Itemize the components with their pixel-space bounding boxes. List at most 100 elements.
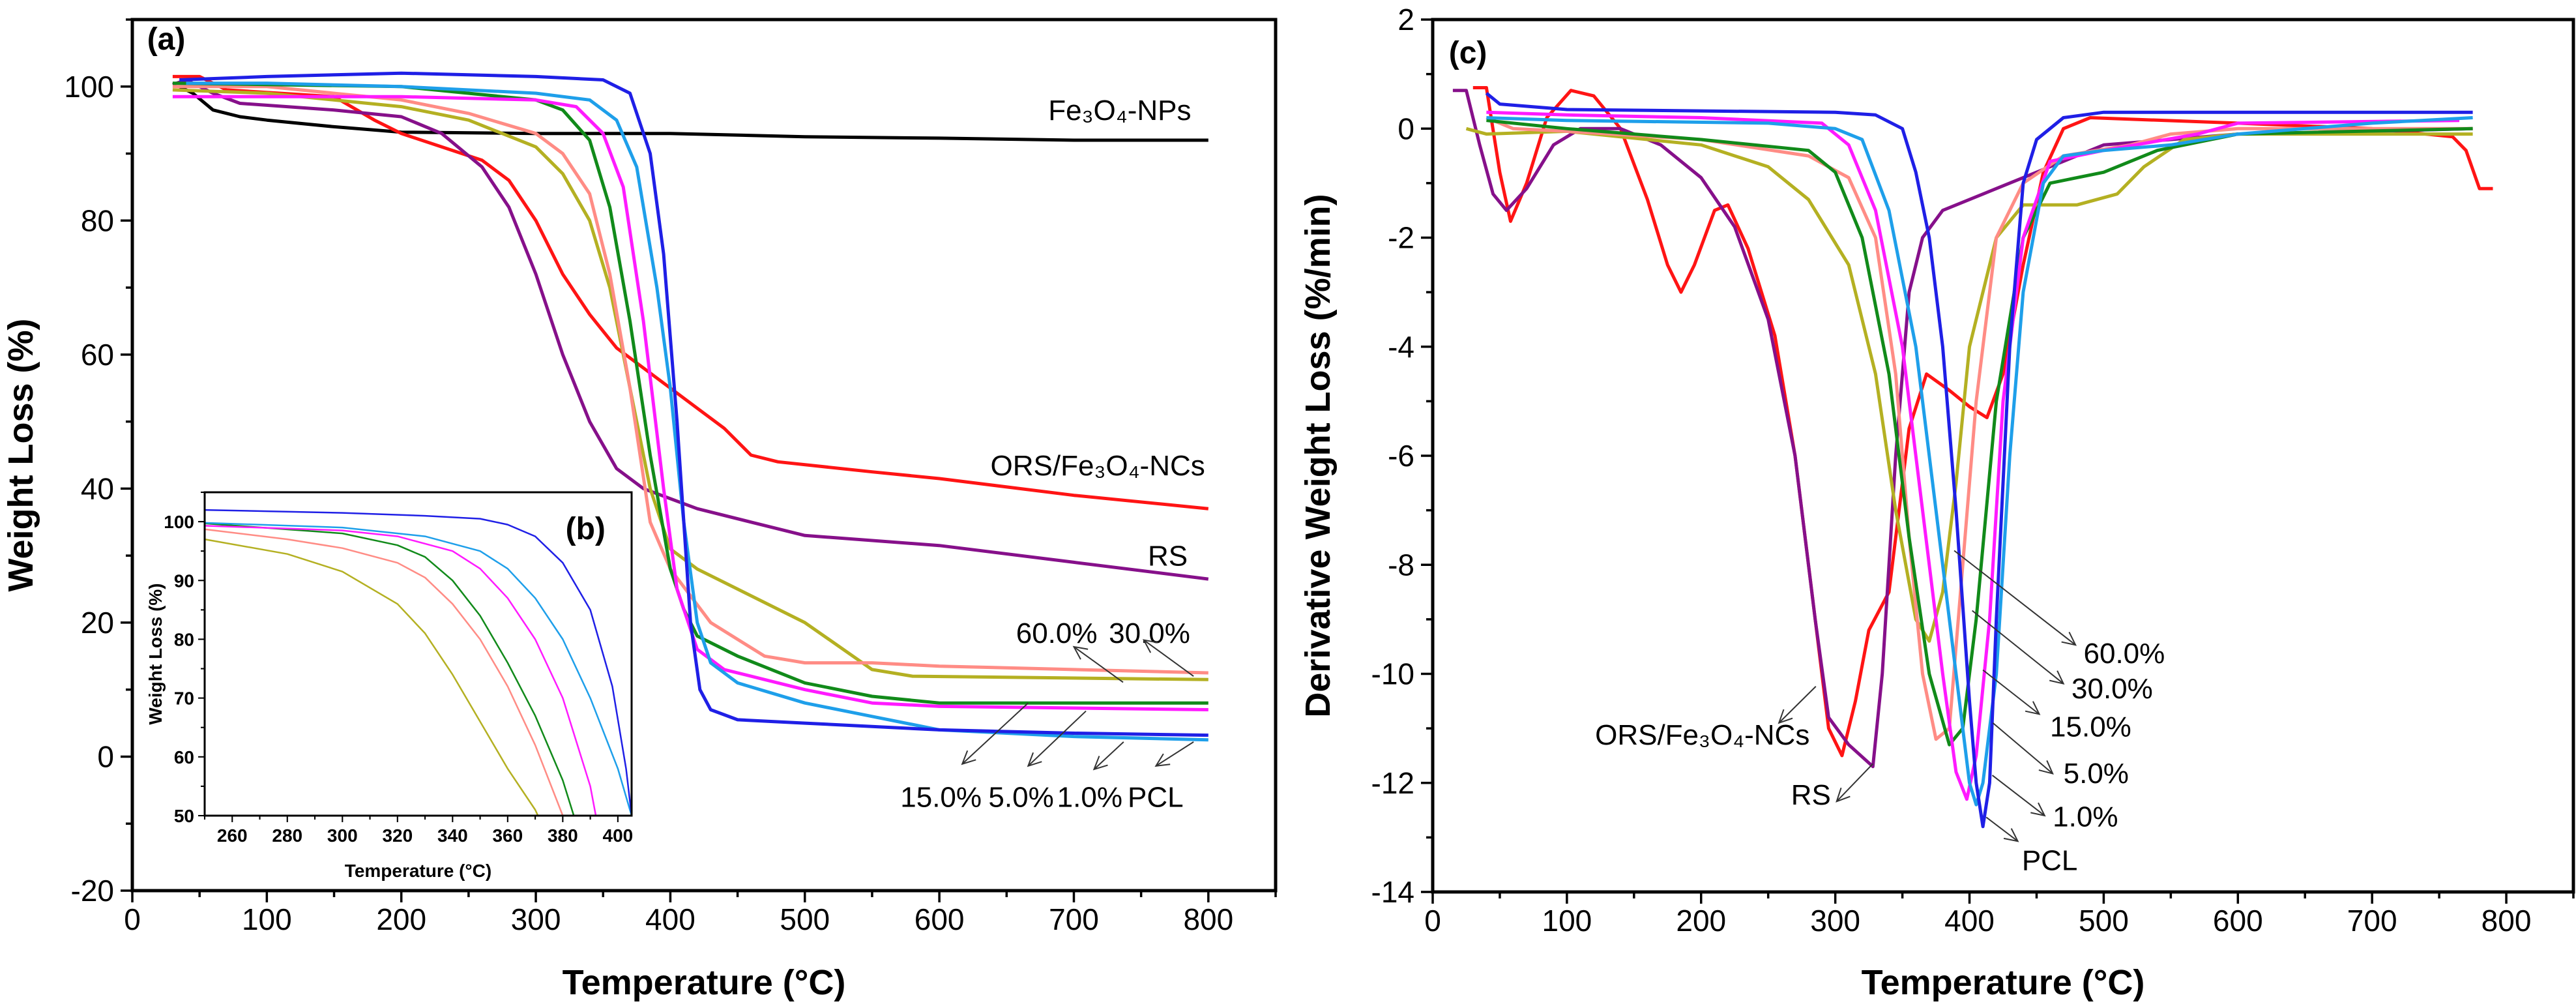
panel-a-tga-chart: 0 100 200 300 400 500 600 700 800 -20 0 20 40 60 80 100…: [1, 18, 1278, 1002]
y-tick-label: 100: [164, 512, 194, 532]
x-tick-label: 200: [376, 902, 426, 936]
x-tick-label: 380: [548, 825, 578, 846]
x-tick-label: 700: [1049, 902, 1099, 936]
annotation-label: 15.0%: [2050, 711, 2131, 743]
arrowhead: [1778, 709, 1793, 724]
arrowhead: [2049, 670, 2065, 685]
x-tick-label: 400: [603, 825, 634, 846]
y-tick-label: 70: [174, 689, 194, 709]
annotation-label: RS: [1148, 541, 1188, 572]
y-axis-title: Weight Loss (%): [145, 583, 166, 724]
annotation-label: ORS/Fe₃O₄-NCs: [1595, 719, 1809, 751]
series-line-300: [1486, 116, 2473, 741]
x-tick-label: 800: [1183, 902, 1233, 936]
annotation-label: 1.0%: [2053, 801, 2118, 833]
arrowhead: [2030, 802, 2046, 817]
x-tick-label: 300: [511, 902, 561, 936]
annotation-arrow: [1027, 710, 1087, 767]
series-line-10: [204, 522, 633, 816]
y-tick-label: 90: [174, 571, 194, 591]
series-line-10: [186, 82, 1208, 742]
annotation-label: 60.0%: [1016, 617, 1098, 649]
annotation-arrow: [1155, 741, 1194, 767]
annotation-label: 5.0%: [2064, 758, 2129, 790]
x-tick-label: 800: [2481, 904, 2532, 938]
annotation-arrow: [1985, 816, 2019, 842]
annotation-arrow: [1972, 610, 2064, 685]
series-line-150: [1486, 119, 2473, 747]
x-tick-label: 360: [492, 825, 523, 846]
annotation-label: 5.0%: [988, 782, 1053, 814]
panel-c-dtg-chart: 0 100 200 300 400 500 600 700 800 -14 -12 -10 -8 -6 -4…: [1298, 3, 2575, 1002]
arrowhead: [1154, 753, 1171, 767]
series-line-150: [172, 82, 1208, 705]
panel-b-inset-chart: 260 280 300 320 340 360 380 400 50 60 70 80 90 100 Tem…: [145, 491, 634, 881]
annotation-arrow: [1836, 763, 1874, 802]
annotation-label: 30.0%: [2071, 673, 2153, 705]
x-tick-label: 0: [1424, 904, 1441, 938]
x-tick-label: 0: [124, 902, 141, 936]
annotation-arrow: [1991, 775, 2045, 816]
x-tick-label: 340: [437, 825, 468, 846]
x-tick-label: 300: [1810, 904, 1860, 938]
series-line-300: [204, 528, 564, 816]
y-axis-title: Weight Loss (%): [1, 318, 40, 591]
series-line-PCL: [1485, 91, 2473, 829]
series-line-RS: [172, 78, 1209, 581]
series-line-600: [204, 538, 539, 816]
plot-frame: [130, 18, 1278, 893]
arrowhead: [961, 750, 976, 765]
arrowhead: [1072, 645, 1089, 660]
panel-label-c: (c): [1449, 36, 1487, 70]
y-tick-label: 80: [81, 203, 114, 237]
x-tick-label: 500: [780, 902, 830, 936]
x-tick-label: 700: [2347, 904, 2397, 938]
x-tick-label: 260: [217, 825, 248, 846]
arrowhead: [1092, 756, 1108, 771]
plot-frame: [203, 491, 633, 817]
series-line-600: [1465, 126, 2473, 643]
x-tick-label: 600: [2213, 904, 2263, 938]
x-tick-label: 300: [327, 825, 358, 846]
annotation-label: ORS/Fe₃O₄-NCs: [991, 450, 1205, 482]
inset-background: [205, 492, 632, 816]
series-line-ORS: [1472, 86, 2493, 758]
y-tick-label: 0: [1398, 111, 1414, 145]
series-line-50: [172, 95, 1208, 711]
y-tick-label: -4: [1388, 330, 1414, 364]
annotation-label: PCL: [1128, 782, 1184, 814]
y-axis-title: Derivative Weight Loss (%/min): [1298, 194, 1338, 717]
annotation-arrow: [1982, 669, 2040, 715]
annotation-arrow: [1778, 686, 1817, 724]
annotation-label: 15.0%: [900, 782, 982, 814]
arrowhead: [2038, 760, 2054, 775]
y-tick-label: 2: [1398, 3, 1414, 37]
x-tick-label: 500: [2079, 904, 2129, 938]
annotation-label: Fe₃O₄-NPs: [1048, 95, 1191, 126]
x-axis-title: Temperature (°C): [563, 963, 846, 1002]
y-tick-label: 80: [174, 629, 194, 649]
y-tick-label: 50: [174, 806, 194, 826]
y-tick-label: 0: [97, 739, 114, 773]
y-tick-label: 100: [64, 70, 114, 104]
annotation-label: 60.0%: [2084, 638, 2165, 670]
series-line-150: [204, 522, 575, 816]
y-tick-label: -14: [1371, 875, 1414, 909]
y-tick-label: -12: [1371, 766, 1414, 800]
arrowhead: [1027, 752, 1042, 767]
annotation-arrow: [1954, 550, 2076, 645]
annotation-arrow: [961, 702, 1029, 765]
arrowhead: [1836, 787, 1851, 803]
x-tick-label: 600: [915, 902, 965, 936]
annotation-arrow: [1073, 646, 1124, 683]
x-axis-title: Temperature (°C): [345, 861, 491, 881]
arrowhead: [2025, 701, 2041, 715]
x-tick-label: 100: [1542, 904, 1592, 938]
panel-label-b: (b): [566, 512, 606, 546]
series-line-10: [1486, 116, 2473, 807]
annotation-label: PCL: [2022, 845, 2078, 877]
annotation-arrow: [1093, 741, 1124, 770]
y-tick-label: -6: [1388, 439, 1414, 473]
x-tick-label: 280: [272, 825, 302, 846]
